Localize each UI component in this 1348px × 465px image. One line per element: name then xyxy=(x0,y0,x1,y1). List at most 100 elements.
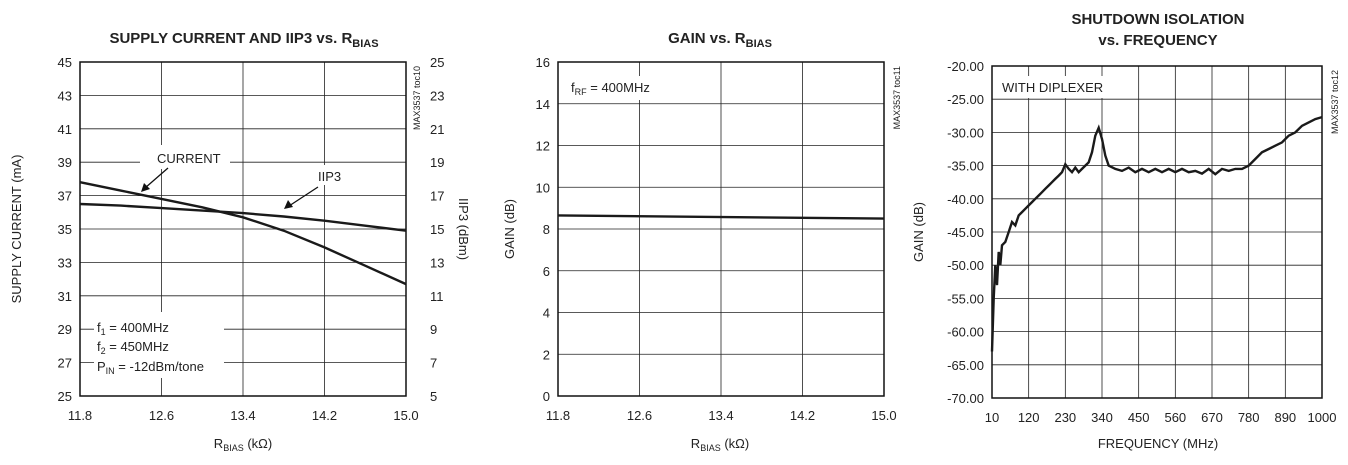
chart3-y-tick-label: -20.00 xyxy=(947,59,984,74)
chart1-y2-tick-label: 25 xyxy=(430,55,444,70)
chart3-code-label: MAX3537 toc12 xyxy=(1330,70,1340,134)
chart2-code-label: MAX3537 toc11 xyxy=(892,66,902,129)
chart1-iip3-label-bg xyxy=(312,165,352,185)
chart-shutdown-isolation: SHUTDOWN ISOLATION vs. FREQUENCY -20.00 -… xyxy=(911,11,1340,451)
chart3-y-tick-label: -65.00 xyxy=(947,358,984,373)
chart2-y-tick-label: 16 xyxy=(536,55,550,70)
chart2-x-tick-label: 12.6 xyxy=(627,408,652,423)
chart1-title: SUPPLY CURRENT AND IIP3 vs. RBIAS xyxy=(109,30,378,50)
chart1-code-label: MAX3537 toc10 xyxy=(412,66,422,130)
chart2-y-tick-label: 0 xyxy=(543,389,550,404)
chart1-condition-pin: PIN = -12dBm/tone xyxy=(97,359,204,376)
chart3-y-tick-label: -45.00 xyxy=(947,225,984,240)
chart1-iip3-arrow-line xyxy=(288,186,319,207)
chart3-x-ticks: 10 120 230 340 450 560 670 780 890 1000 xyxy=(985,410,1337,425)
chart3-annotation-diplexer: WITH DIPLEXER xyxy=(1002,80,1103,95)
chart1-y2-tick-label: 9 xyxy=(430,322,437,337)
chart1-x-tick-label: 15.0 xyxy=(393,408,418,423)
chart1-series-iip3-line xyxy=(79,202,407,232)
chart1-y-tick-label: 43 xyxy=(58,88,72,103)
chart1-y2-tick-label: 13 xyxy=(430,255,444,270)
chart2-condition-bg xyxy=(568,76,672,100)
chart3-x-tick-label: 670 xyxy=(1201,410,1223,425)
chart1-y2-tick-label: 21 xyxy=(430,122,444,137)
chart2-y-tick-label: 6 xyxy=(543,264,550,279)
chart3-grid xyxy=(992,66,1322,398)
chart1-condition-f2: f2 = 450MHz xyxy=(97,339,169,356)
chart3-y-tick-label: -35.00 xyxy=(947,159,984,174)
chart1-y-ticks: 45 43 41 39 37 35 33 31 29 27 25 xyxy=(58,55,72,404)
chart1-y2-tick-label: 7 xyxy=(430,356,437,371)
chart1-x-tick-label: 12.6 xyxy=(149,408,174,423)
chart2-y-tick-label: 2 xyxy=(543,347,550,362)
chart3-y-ticks: -20.00 -25.00 -30.00 -35.00 -40.00 -45.00 -50.… xyxy=(947,59,984,406)
chart1-y2-tick-label: 23 xyxy=(430,88,444,103)
chart1-conditions-bg xyxy=(94,312,224,378)
chart1-y-axis-label: SUPPLY CURRENT (mA) xyxy=(9,155,24,304)
chart1-iip3-arrowhead xyxy=(284,200,293,209)
chart1-current-arrow-line xyxy=(144,167,169,189)
chart2-grid xyxy=(558,62,884,396)
chart1-iip3-label: IIP3 xyxy=(318,169,341,184)
chart2-y-tick-label: 4 xyxy=(543,306,550,321)
chart1-y2-tick-label: 15 xyxy=(430,222,444,237)
chart1-current-label-bg xyxy=(140,145,230,169)
chart3-title: SHUTDOWN ISOLATION xyxy=(1071,11,1244,28)
chart3-x-tick-label: 890 xyxy=(1274,410,1296,425)
chart3-x-tick-label: 780 xyxy=(1238,410,1260,425)
chart3-y-tick-label: -60.00 xyxy=(947,325,984,340)
chart1-y-tick-label: 29 xyxy=(58,322,72,337)
chart2-y-ticks: 16 14 12 10 8 6 4 2 0 xyxy=(536,55,550,404)
chart1-y2-tick-label: 5 xyxy=(430,389,437,404)
chart2-title: GAIN vs. RBIAS xyxy=(668,30,772,50)
chart1-plot-frame xyxy=(79,61,407,397)
chart3-y-axis-label: GAIN (dB) xyxy=(911,202,926,262)
chart2-x-tick-label: 15.0 xyxy=(871,408,896,423)
chart1-x-tick-label: 11.8 xyxy=(68,408,92,423)
chart3-plot-frame xyxy=(991,65,1323,399)
chart1-y2-axis-label: IIP3 (dBm) xyxy=(456,198,471,260)
chart3-x-tick-label: 450 xyxy=(1128,410,1150,425)
chart3-y-tick-label: -50.00 xyxy=(947,258,984,273)
chart1-current-arrowhead xyxy=(141,183,150,192)
chart1-y2-tick-label: 11 xyxy=(430,289,444,304)
chart1-x-tick-label: 13.4 xyxy=(230,408,255,423)
chart2-plot-frame xyxy=(557,61,885,397)
chart2-y-tick-label: 8 xyxy=(543,222,550,237)
chart3-x-tick-label: 230 xyxy=(1054,410,1076,425)
chart1-y-tick-label: 37 xyxy=(58,189,72,204)
chart1-series xyxy=(79,181,407,286)
chart3-x-axis-label: FREQUENCY (MHz) xyxy=(1098,436,1218,451)
chart2-series-gain-line xyxy=(557,214,885,220)
chart3-y-tick-label: -25.00 xyxy=(947,92,984,107)
chart1-y-tick-label: 35 xyxy=(58,222,72,237)
chart3-series-gain-line xyxy=(990,115,1323,352)
chart2-x-tick-label: 13.4 xyxy=(708,408,733,423)
chart3-annotation-bg xyxy=(998,76,1110,98)
chart1-y-tick-label: 33 xyxy=(58,255,72,270)
chart1-y-tick-label: 39 xyxy=(58,155,72,170)
chart1-current-label: CURRENT xyxy=(157,151,221,166)
chart1-series-current-line xyxy=(79,181,407,286)
chart1-y-tick-label: 31 xyxy=(58,289,72,304)
chart3-x-tick-label: 1000 xyxy=(1308,410,1337,425)
chart1-y-tick-label: 27 xyxy=(58,356,72,371)
chart2-x-axis-label: RBIAS (kΩ) xyxy=(691,436,749,453)
chart3-x-tick-label: 120 xyxy=(1018,410,1040,425)
chart2-x-tick-label: 14.2 xyxy=(790,408,815,423)
chart3-y-tick-label: -30.00 xyxy=(947,125,984,140)
chart1-y2-ticks: 25 23 21 19 17 15 13 11 9 7 5 xyxy=(430,55,444,404)
chart3-x-tick-label: 340 xyxy=(1091,410,1113,425)
chart1-y-tick-label: 45 xyxy=(58,55,72,70)
chart3-title-line2: vs. FREQUENCY xyxy=(1098,32,1217,49)
chart1-x-ticks: 11.8 12.6 13.4 14.2 15.0 xyxy=(68,408,419,423)
chart1-y2-tick-label: 19 xyxy=(430,155,444,170)
chart2-y-tick-label: 14 xyxy=(536,97,550,112)
chart1-y-tick-label: 25 xyxy=(58,389,72,404)
chart3-x-tick-label: 560 xyxy=(1164,410,1186,425)
chart1-y2-tick-label: 17 xyxy=(430,189,444,204)
chart1-x-tick-label: 14.2 xyxy=(312,408,337,423)
chart2-x-ticks: 11.8 12.6 13.4 14.2 15.0 xyxy=(546,408,897,423)
